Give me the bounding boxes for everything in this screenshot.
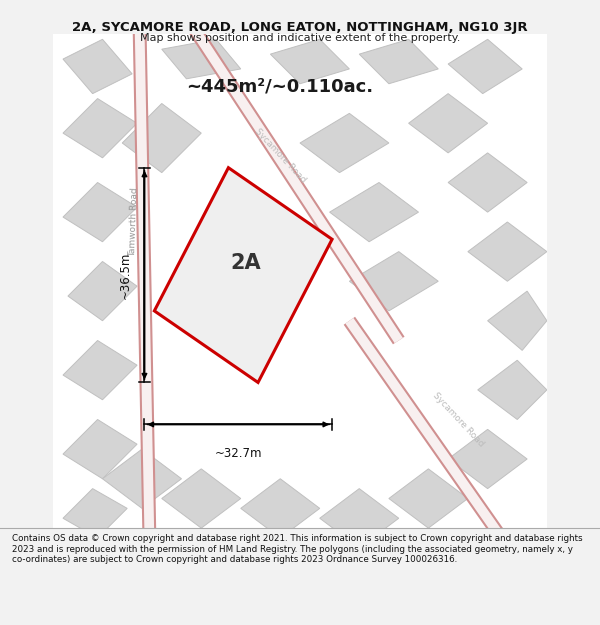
Polygon shape (300, 113, 389, 173)
Polygon shape (468, 222, 547, 281)
Polygon shape (409, 94, 488, 153)
Polygon shape (63, 341, 137, 400)
Polygon shape (389, 469, 468, 528)
Text: ~445m²/~0.110ac.: ~445m²/~0.110ac. (187, 78, 374, 95)
Polygon shape (329, 182, 419, 242)
Polygon shape (63, 419, 137, 479)
Text: 2A, SYCAMORE ROAD, LONG EATON, NOTTINGHAM, NG10 3JR: 2A, SYCAMORE ROAD, LONG EATON, NOTTINGHA… (72, 21, 528, 34)
Polygon shape (241, 479, 320, 538)
Polygon shape (63, 489, 127, 538)
Text: 2A: 2A (230, 254, 260, 274)
Polygon shape (320, 489, 399, 548)
Text: Sycamore Road: Sycamore Road (431, 391, 485, 448)
Polygon shape (122, 104, 201, 172)
Polygon shape (63, 182, 137, 242)
Polygon shape (488, 291, 547, 351)
Polygon shape (63, 99, 137, 158)
Polygon shape (154, 168, 332, 382)
Polygon shape (68, 261, 137, 321)
Text: Tamworth Road: Tamworth Road (128, 187, 139, 257)
Polygon shape (162, 39, 241, 79)
Polygon shape (103, 449, 181, 508)
Polygon shape (448, 39, 522, 94)
Polygon shape (271, 39, 349, 84)
Text: Sycamore Road: Sycamore Road (253, 126, 308, 184)
Text: Contains OS data © Crown copyright and database right 2021. This information is : Contains OS data © Crown copyright and d… (12, 534, 583, 564)
Polygon shape (448, 429, 527, 489)
Polygon shape (359, 39, 438, 84)
Text: ~36.5m: ~36.5m (119, 251, 132, 299)
Polygon shape (478, 360, 547, 419)
Text: ~32.7m: ~32.7m (215, 447, 262, 459)
Polygon shape (448, 153, 527, 212)
Polygon shape (162, 469, 241, 528)
Polygon shape (63, 39, 132, 94)
Polygon shape (349, 252, 438, 311)
Text: Map shows position and indicative extent of the property.: Map shows position and indicative extent… (140, 33, 460, 43)
